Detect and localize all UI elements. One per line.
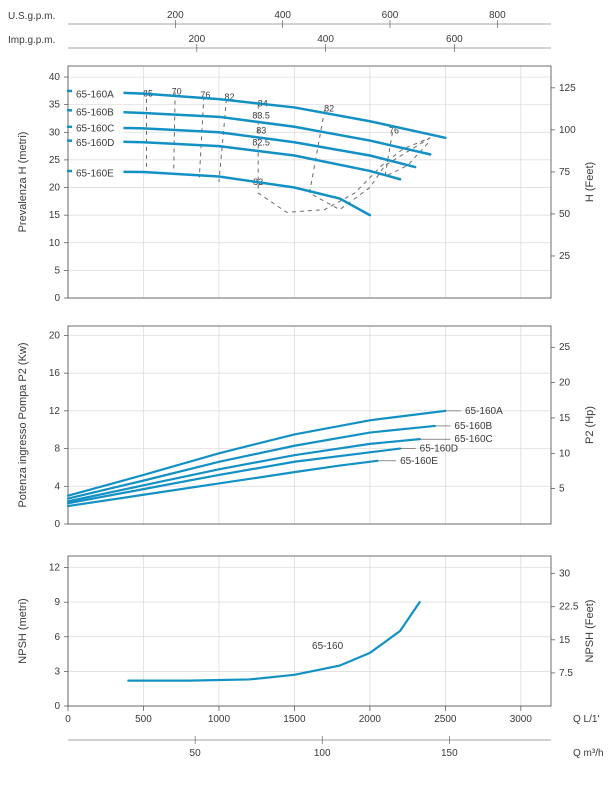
qm3h-tick: 150	[441, 748, 458, 759]
series-label: 65-160C	[76, 124, 114, 135]
head-right-axis-label: H (Feet)	[584, 162, 596, 202]
y-right-tick: 125	[559, 83, 576, 94]
us-gpm-tick: 200	[167, 10, 184, 21]
qm3h-tick: 50	[190, 748, 202, 759]
y-left-tick: 20	[49, 183, 61, 194]
ql1-axis-label: Q L/1'	[573, 714, 599, 725]
y-right-tick: 30	[559, 569, 571, 580]
ql1-tick: 1000	[208, 714, 231, 725]
ql1-tick: 3000	[510, 714, 533, 725]
series-label: 65-160	[312, 641, 344, 652]
imp-gpm-tick: 200	[188, 34, 205, 45]
y-left-tick: 0	[54, 293, 60, 304]
series-label: 65-160D	[420, 444, 458, 455]
y-right-tick: 22.5	[559, 602, 579, 613]
imp-gpm-tick: 600	[446, 34, 463, 45]
y-right-tick: 20	[559, 378, 571, 389]
efficiency-label: 83.5	[252, 110, 270, 120]
y-right-tick: 15	[559, 635, 571, 646]
ql1-tick: 500	[135, 714, 152, 725]
series-label: 65-160B	[454, 421, 492, 432]
y-left-tick: 20	[49, 330, 61, 341]
qm3h-axis-label: Q m³/h	[573, 748, 604, 759]
y-right-tick: 10	[559, 448, 571, 459]
y-left-tick: 16	[49, 368, 61, 379]
series-label: 65-160C	[454, 434, 492, 445]
y-right-tick: 25	[559, 342, 571, 353]
npsh-right-axis-label: NPSH (Feet)	[584, 600, 596, 663]
y-left-tick: 0	[54, 519, 60, 530]
ql1-tick: 2500	[434, 714, 457, 725]
efficiency-label: 82	[324, 103, 334, 113]
y-left-tick: 8	[54, 444, 60, 455]
ql1-tick: 2000	[359, 714, 382, 725]
imp-gpm-tick: 400	[317, 34, 334, 45]
y-right-tick: 50	[559, 209, 571, 220]
y-left-tick: 0	[54, 701, 60, 712]
y-left-tick: 12	[49, 406, 61, 417]
y-left-tick: 10	[49, 238, 61, 249]
series-label: 65-160A	[465, 406, 503, 417]
us-gpm-tick: 800	[489, 10, 506, 21]
y-left-tick: 25	[49, 155, 61, 166]
series-label: 65-160E	[76, 168, 114, 179]
power-right-axis-label: P2 (Hp)	[584, 406, 596, 444]
y-right-tick: 75	[559, 167, 571, 178]
series-label: 65-160E	[400, 456, 438, 467]
y-left-tick: 9	[54, 597, 60, 608]
series-label: 65-160D	[76, 138, 114, 149]
series-label: 65-160A	[76, 89, 114, 100]
y-right-tick: 5	[559, 484, 565, 495]
power-left-axis-label: Potenza ingresso Pompa P2 (Kw)	[17, 342, 29, 507]
us-gpm-tick: 400	[274, 10, 291, 21]
y-left-tick: 3	[54, 666, 60, 677]
imp-gpm-axis-label: Imp.g.p.m.	[8, 35, 55, 46]
ql1-tick: 1500	[283, 714, 306, 725]
y-left-tick: 40	[49, 72, 61, 83]
y-left-tick: 4	[54, 481, 60, 492]
y-left-tick: 35	[49, 100, 61, 111]
y-left-tick: 15	[49, 210, 61, 221]
y-right-tick: 100	[559, 125, 576, 136]
npsh-left-axis-label: NPSH (metri)	[17, 598, 29, 663]
us-gpm-axis-label: U.S.g.p.m.	[8, 11, 55, 22]
series-label: 65-160B	[76, 108, 114, 119]
ql1-tick: 0	[65, 714, 71, 725]
y-left-tick: 6	[54, 632, 60, 643]
us-gpm-tick: 600	[382, 10, 399, 21]
head-left-axis-label: Prevalenza H (metri)	[17, 132, 29, 233]
y-left-tick: 30	[49, 127, 61, 138]
qm3h-tick: 100	[314, 748, 331, 759]
y-left-tick: 5	[54, 265, 60, 276]
y-right-tick: 15	[559, 413, 571, 424]
y-right-tick: 25	[559, 251, 571, 262]
y-right-tick: 7.5	[559, 668, 573, 679]
y-left-tick: 12	[49, 563, 61, 574]
efficiency-label: 83	[256, 125, 266, 135]
